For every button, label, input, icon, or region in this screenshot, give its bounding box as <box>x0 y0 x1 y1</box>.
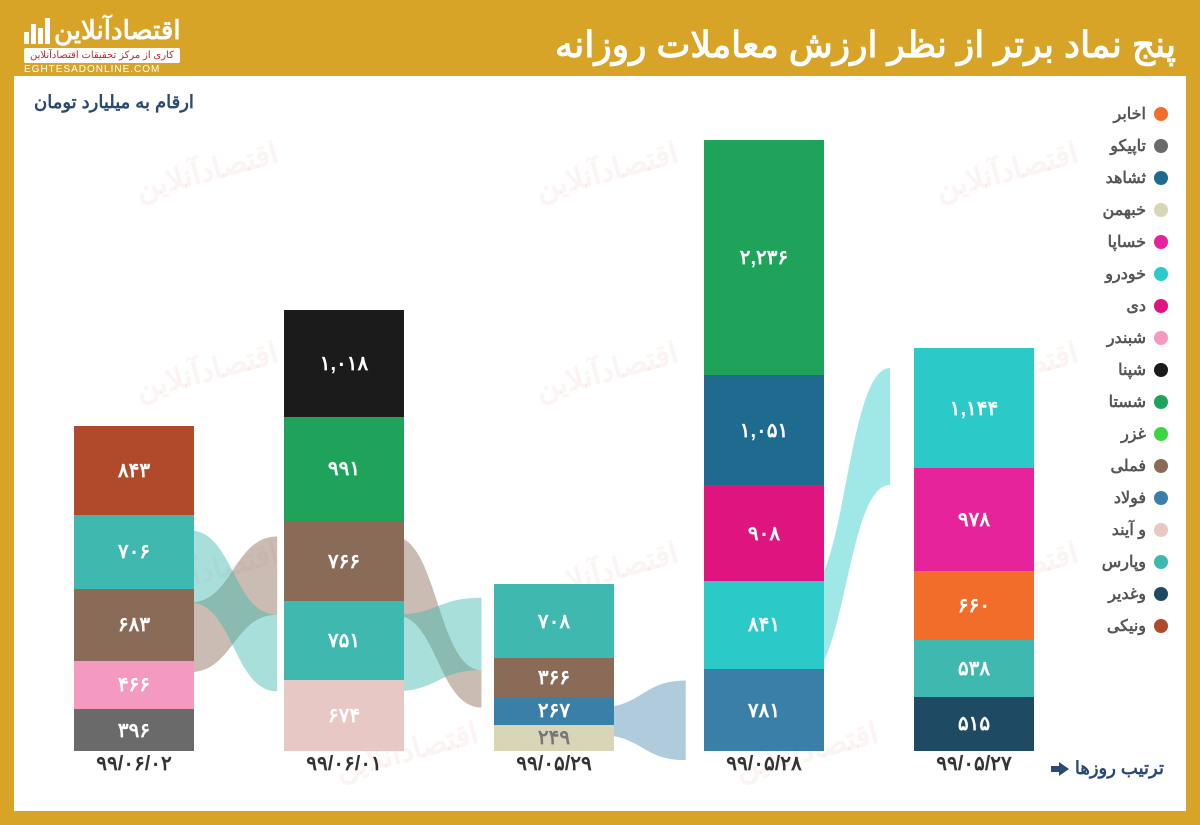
stacked-column: ۶۷۴۷۵۱۷۶۶۹۹۱۱,۰۱۸ <box>284 310 404 751</box>
legend-item: ثشاهد <box>1102 168 1168 188</box>
legend-dot-icon <box>1154 619 1168 633</box>
axis-date-label: ۹۹/۰۵/۲۷ <box>914 751 1034 776</box>
logo-text: اقتصادآنلاین <box>54 15 181 46</box>
legend-dot-icon <box>1154 107 1168 121</box>
frame: پنج نماد برتر از نظر ارزش معاملات روزانه… <box>0 0 1200 825</box>
legend-label: ثشاهد <box>1106 168 1146 188</box>
legend-label: خبهمن <box>1102 200 1146 220</box>
legend-dot-icon <box>1154 587 1168 601</box>
legend-dot-icon <box>1154 299 1168 313</box>
bar-segment: ۱,۰۱۸ <box>284 310 404 417</box>
legend-item: فملی <box>1102 456 1168 476</box>
legend-item: وپارس <box>1102 552 1168 572</box>
legend-item: خبهمن <box>1102 200 1168 220</box>
legend-dot-icon <box>1154 491 1168 505</box>
bar-segment: ۷۰۸ <box>494 584 614 658</box>
bar-segment: ۵۳۸ <box>914 640 1034 696</box>
bar-segment: ۷۶۶ <box>284 521 404 601</box>
legend-item: وغدیر <box>1102 584 1168 604</box>
bar-segment: ۵۱۵ <box>914 697 1034 751</box>
legend-item: شپنا <box>1102 360 1168 380</box>
legend-label: شپنا <box>1118 360 1146 380</box>
logo-bars-icon <box>24 18 50 44</box>
stacked-column: ۳۹۶۴۶۶۶۸۳۷۰۶۸۴۳ <box>74 426 194 751</box>
legend-item: و آیند <box>1102 520 1168 540</box>
bar-segment: ۷۰۶ <box>74 515 194 589</box>
bar-segment: ۷۸۱ <box>704 669 824 751</box>
legend-dot-icon <box>1154 171 1168 185</box>
legend-item: غزر <box>1102 424 1168 444</box>
axis-date-label: ۹۹/۰۵/۲۸ <box>704 751 824 776</box>
legend-item: ونیکی <box>1102 616 1168 636</box>
legend-label: دی <box>1126 296 1146 316</box>
header: پنج نماد برتر از نظر ارزش معاملات روزانه… <box>14 14 1186 76</box>
legend-item: تاپیکو <box>1102 136 1168 156</box>
bar-segment: ۲۴۹ <box>494 725 614 751</box>
bar-segment: ۸۴۱ <box>704 581 824 669</box>
bar-segment: ۱,۰۵۱ <box>704 375 824 485</box>
bar-segment: ۸۴۳ <box>74 426 194 515</box>
legend-label: تاپیکو <box>1110 136 1146 156</box>
bar-segment: ۲۶۷ <box>494 697 614 725</box>
axis-date-label: ۹۹/۰۵/۲۹ <box>494 751 614 776</box>
axis-date-label: ۹۹/۰۶/۰۲ <box>74 751 194 776</box>
legend-dot-icon <box>1154 459 1168 473</box>
legend-dot-icon <box>1154 363 1168 377</box>
legend-dot-icon <box>1154 523 1168 537</box>
legend-dot-icon <box>1154 331 1168 345</box>
legend-dot-icon <box>1154 139 1168 153</box>
axis-title: ترتیب روزها <box>1051 758 1164 779</box>
chart: ۳۹۶۴۶۶۶۸۳۷۰۶۸۴۳ ۶۷۴۷۵۱۷۶۶۹۹۱۱,۰۱۸ ۲۴۹۲۶۷۳۶… <box>34 89 1036 751</box>
logo-sub: کاری از مرکز تحقیقات اقتصادآنلاین <box>24 48 180 63</box>
legend-label: فولاد <box>1114 488 1146 508</box>
legend-item: اخابر <box>1102 104 1168 124</box>
legend-item: خساپا <box>1102 232 1168 252</box>
bar-segment: ۳۶۶ <box>494 658 614 696</box>
legend-label: اخابر <box>1114 104 1147 124</box>
logo-url: EGHTESADONLINE.COM <box>24 64 160 75</box>
legend-label: و آیند <box>1112 520 1146 540</box>
bar-segment: ۹۰۸ <box>704 485 824 580</box>
bar-segment: ۶۶۰ <box>914 571 1034 640</box>
legend-label: خودرو <box>1105 264 1146 284</box>
legend-dot-icon <box>1154 395 1168 409</box>
bar-segment: ۷۵۱ <box>284 601 404 680</box>
legend-label: خساپا <box>1108 232 1146 252</box>
arrow-icon <box>1051 762 1069 776</box>
bar-segment: ۶۸۳ <box>74 589 194 661</box>
legend-item: شستا <box>1102 392 1168 412</box>
legend-dot-icon <box>1154 235 1168 249</box>
legend-label: وپارس <box>1102 552 1146 572</box>
legend-label: وغدیر <box>1108 584 1146 604</box>
x-axis: ۹۹/۰۶/۰۲ ۹۹/۰۶/۰۱ ۹۹/۰۵/۲۹ ۹۹/۰۵/۲۸ ۹۹/۰۵/۲۷ <box>34 751 1036 781</box>
legend-label: ونیکی <box>1107 616 1146 636</box>
legend: اخابر تاپیکو ثشاهد خبهمن خساپا خودرو دی شبندر شپ… <box>1102 104 1168 636</box>
stacked-column: ۵۱۵۵۳۸۶۶۰۹۷۸۱,۱۴۴ <box>914 348 1034 751</box>
bar-segment: ۶۷۴ <box>284 680 404 751</box>
axis-date-label: ۹۹/۰۶/۰۱ <box>284 751 404 776</box>
legend-label: شبندر <box>1107 328 1146 348</box>
logo: اقتصادآنلاین کاری از مرکز تحقیقات اقتصاد… <box>24 15 181 75</box>
legend-label: غزر <box>1121 424 1146 444</box>
legend-dot-icon <box>1154 555 1168 569</box>
bar-segment: ۳۹۶ <box>74 709 194 751</box>
bar-segment: ۱,۱۴۴ <box>914 348 1034 468</box>
stacked-column: ۷۸۱۸۴۱۹۰۸۱,۰۵۱۲,۲۳۶ <box>704 140 824 751</box>
bar-segment: ۲,۲۳۶ <box>704 140 824 375</box>
legend-label: فملی <box>1110 456 1146 476</box>
legend-label: شستا <box>1109 392 1146 412</box>
legend-dot-icon <box>1154 427 1168 441</box>
legend-item: فولاد <box>1102 488 1168 508</box>
bar-segment: ۹۹۱ <box>284 417 404 521</box>
legend-dot-icon <box>1154 267 1168 281</box>
page-title: پنج نماد برتر از نظر ارزش معاملات روزانه <box>555 24 1176 66</box>
legend-dot-icon <box>1154 203 1168 217</box>
legend-item: دی <box>1102 296 1168 316</box>
bar-segment: ۹۷۸ <box>914 468 1034 571</box>
bar-segment: ۴۶۶ <box>74 661 194 710</box>
stacked-column: ۲۴۹۲۶۷۳۶۶۷۰۸ <box>494 584 614 751</box>
legend-item: شبندر <box>1102 328 1168 348</box>
legend-item: خودرو <box>1102 264 1168 284</box>
